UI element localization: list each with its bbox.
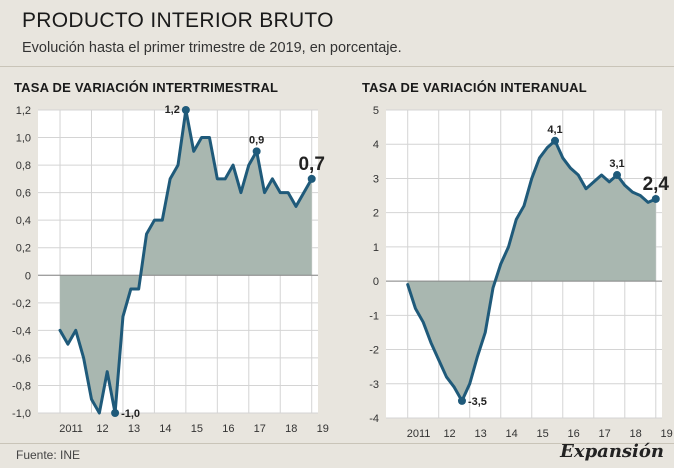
data-label: 4,1 (547, 124, 562, 136)
y-tick-label: 0,4 (16, 215, 31, 227)
x-tick-label: 19 (661, 428, 673, 440)
y-tick-label: -0,2 (12, 298, 31, 310)
page-subtitle: Evolución hasta el primer trimestre de 2… (22, 40, 402, 56)
x-tick-label: 2011 (407, 428, 431, 440)
x-tick-label: 2011 (59, 423, 83, 435)
x-tick-label: 17 (599, 428, 611, 440)
x-tick-label: 15 (191, 423, 203, 435)
chart-intertrimestral: -1,0 -0,8 -0,6 -0,4 -0,2 0 0,2 0,4 0,6 0,8 1,0 1,2 2… (12, 104, 329, 435)
y-tick-label: -2 (369, 345, 379, 357)
y-tick-label: -1 (369, 310, 379, 322)
y-tick-label: 0 (25, 270, 31, 282)
y-tick-label: 2 (373, 208, 379, 220)
x-tick-label: 12 (96, 423, 108, 435)
x-tick-label: 18 (285, 423, 297, 435)
source-note: Fuente: INE (16, 448, 81, 462)
chart-title-intertrimestral: TASA DE VARIACIÓN INTERTRIMESTRAL (14, 80, 279, 95)
data-point-marker (252, 147, 261, 156)
y-tick-label: 3 (373, 173, 379, 185)
y-tick-label: 0,2 (16, 243, 31, 255)
y-tick-label: 1 (373, 242, 379, 254)
x-tick-label: 19 (317, 423, 329, 435)
x-tick-label: 17 (254, 423, 266, 435)
x-tick-label: 14 (505, 428, 517, 440)
x-tick-label: 18 (630, 428, 642, 440)
header-divider (0, 66, 674, 67)
data-point-marker (457, 396, 466, 405)
data-label: 1,2 (165, 104, 180, 116)
chart-title-interanual: TASA DE VARIACIÓN INTERANUAL (362, 80, 587, 95)
footer-bar (0, 443, 674, 468)
y-tick-label: 1,2 (16, 105, 31, 117)
data-label: 0,9 (249, 134, 264, 146)
y-tick-label: 0,6 (16, 188, 31, 200)
x-tick-label: 12 (443, 428, 455, 440)
data-point-marker (307, 174, 316, 183)
data-label: 3,1 (609, 158, 624, 170)
y-tick-label: -0,6 (12, 353, 31, 365)
y-tick-label: 0 (373, 276, 379, 288)
data-point-marker (181, 106, 190, 114)
data-point-marker (551, 136, 560, 145)
y-tick-label: -0,4 (12, 325, 31, 337)
y-tick-label: -1,0 (12, 408, 31, 420)
data-label: 0,7 (298, 154, 324, 175)
y-tick-label: -0,8 (12, 380, 31, 392)
data-label: -1,0 (121, 408, 140, 420)
series-area (60, 110, 312, 413)
data-point-marker (111, 409, 120, 417)
x-tick-label: 16 (222, 423, 234, 435)
y-tick-label: 5 (373, 105, 379, 117)
brand-logo: Expansión (560, 441, 664, 462)
y-tick-label: 1,0 (16, 133, 31, 145)
x-tick-label: 13 (128, 423, 140, 435)
data-label: 2,4 (643, 174, 670, 195)
x-tick-label: 14 (159, 423, 171, 435)
page-title: PRODUCTO INTERIOR BRUTO (22, 9, 334, 32)
y-tick-label: -4 (369, 413, 379, 425)
data-point-marker (613, 171, 622, 180)
y-tick-label: 0,8 (16, 160, 31, 172)
data-point-marker (651, 194, 660, 203)
y-tick-label: 4 (373, 139, 379, 151)
data-label: -3,5 (468, 396, 487, 408)
x-tick-label: 15 (536, 428, 548, 440)
x-tick-label: 13 (474, 428, 486, 440)
series-area (407, 140, 656, 401)
y-tick-label: -3 (369, 379, 379, 391)
x-tick-label: 16 (567, 428, 579, 440)
